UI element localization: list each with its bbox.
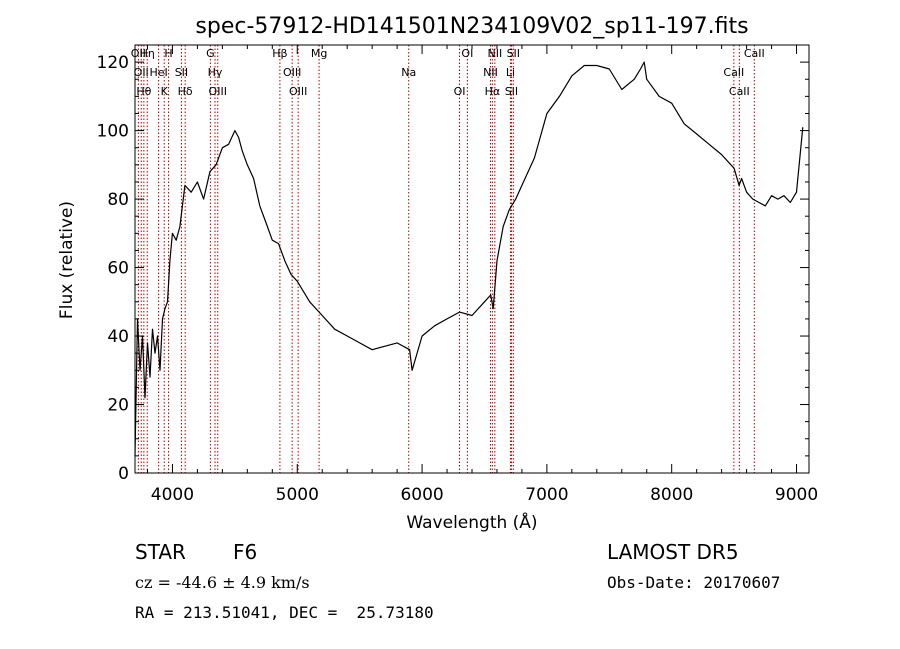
marker-label: G [206, 47, 215, 60]
marker-label: OI [461, 47, 473, 60]
x-axis-label: Wavelength (Å) [406, 511, 537, 533]
spectrum-line-0 [134, 61, 804, 456]
x-tick-label: 8000 [650, 485, 693, 505]
x-tick-label: 4000 [151, 485, 194, 505]
spectrum-series [134, 61, 804, 456]
marker-label: Hη [140, 47, 155, 60]
y-axis-label: Flux (relative) [57, 201, 77, 319]
marker-label: OII [134, 66, 149, 79]
y-tick-label: 60 [107, 259, 129, 279]
marker-label: OIII [289, 85, 307, 98]
x-tick-label: 7000 [525, 485, 568, 505]
marker-label: Hα [485, 85, 501, 98]
marker-label: HeI [149, 66, 167, 79]
marker-label: Li [506, 66, 515, 79]
marker-label: OIII [209, 85, 227, 98]
marker-label: CaII [744, 47, 765, 60]
y-tick-label: 40 [107, 327, 129, 347]
axis-ticks: 4000 5000 6000 7000 8000 9000 0 20 40 60 80 100 120 [97, 45, 818, 505]
redshift-velocity: cz = -44.6 ± 4.9 km/s [135, 573, 310, 592]
x-tick-label: 5000 [276, 485, 319, 505]
chart-title: spec-57912-HD141501N234109V02_sp11-197.f… [195, 14, 748, 39]
marker-label: OI [454, 85, 466, 98]
marker-label: SII [505, 85, 518, 98]
object-class: STAR [135, 540, 186, 564]
emission-line-markers [137, 45, 755, 473]
y-tick-label: 0 [118, 464, 129, 484]
marker-label: OII [131, 47, 146, 60]
marker-label: Na [401, 66, 416, 79]
marker-label: NII [483, 66, 498, 79]
object-subclass: F6 [233, 540, 258, 564]
marker-label: SII [175, 66, 188, 79]
marker-label: Hβ [272, 47, 287, 60]
marker-label: CaII [729, 85, 750, 98]
marker-label: Hγ [208, 66, 223, 79]
x-tick-label: 6000 [400, 485, 443, 505]
marker-label: H [164, 47, 172, 60]
marker-label: Hδ [178, 85, 193, 98]
sky-coordinates: RA = 213.51041, DEC = 25.73180 [135, 603, 434, 622]
y-tick-label: 100 [97, 122, 129, 142]
plot-frame [134, 44, 810, 474]
y-tick-label: 80 [107, 190, 129, 210]
marker-label: CaII [723, 66, 744, 79]
marker-label: SII [507, 47, 520, 60]
y-tick-label: 120 [97, 53, 129, 73]
marker-label: Mg [311, 47, 327, 60]
survey-name: LAMOST DR5 [607, 540, 739, 564]
marker-label: K [161, 85, 169, 98]
marker-label: Hθ [136, 85, 151, 98]
observation-date: Obs-Date: 20170607 [607, 573, 781, 592]
emission-line-labels: OIIOIIHθHηHeIKHSIIHδGHγOIIIHβOIIIOIIIMgN… [131, 47, 765, 98]
marker-label: OIII [283, 66, 301, 79]
y-tick-label: 20 [107, 396, 129, 416]
marker-label: NII [487, 47, 502, 60]
x-tick-label: 9000 [775, 485, 818, 505]
